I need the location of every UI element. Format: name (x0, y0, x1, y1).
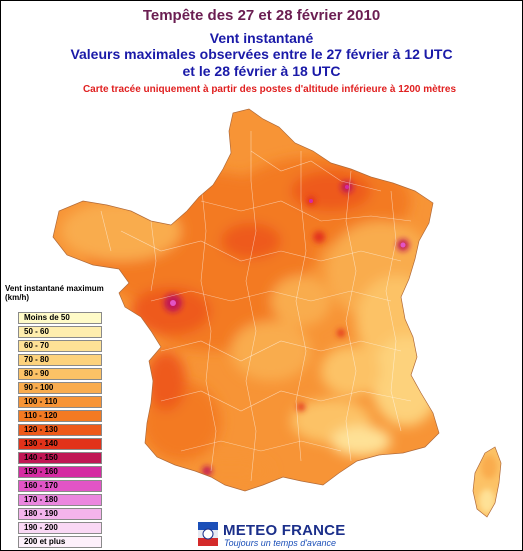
legend-label: 160 - 170 (24, 481, 58, 490)
legend-label: 70 - 80 (24, 355, 49, 364)
legend-title: Vent instantané maximum (km/h) (5, 284, 104, 302)
legend-swatch (18, 354, 102, 366)
legend-label: 180 - 190 (24, 509, 58, 518)
legend-swatch (18, 396, 102, 408)
map-subtitle-period-end: et le 28 février à 18 UTC (182, 63, 341, 79)
legend-label: 190 - 200 (24, 523, 58, 532)
legend-label: 150 - 160 (24, 467, 58, 476)
legend-label: 100 - 110 (24, 397, 58, 406)
legend-label: 170 - 180 (24, 495, 58, 504)
map-subtitle-variable: Vent instantané (209, 30, 314, 46)
legend-swatch (18, 466, 102, 478)
legend-swatch (18, 452, 102, 464)
meteo-france-logo-icon (197, 521, 219, 547)
corsica (473, 447, 501, 517)
meteo-france-logo: METEO FRANCE Toujours un temps d'avance (197, 521, 372, 548)
legend-label: 50 - 60 (24, 327, 49, 336)
logo-name: METEO FRANCE (223, 522, 346, 539)
legend-swatch (18, 522, 102, 534)
legend-swatch (18, 480, 102, 492)
map-title: Tempête des 27 et 28 février 2010 (142, 7, 381, 24)
legend-label: 110 - 120 (24, 411, 58, 420)
legend-label: 140 - 150 (24, 453, 58, 462)
legend-swatch (18, 340, 102, 352)
legend-swatch (18, 438, 102, 450)
legend-swatch (18, 382, 102, 394)
legend-swatch (18, 424, 102, 436)
legend-swatch (18, 312, 102, 324)
legend-swatch (18, 494, 102, 506)
logo-tagline: Toujours un temps d'avance (224, 538, 336, 548)
legend-label: 90 - 100 (24, 383, 54, 392)
legend-label: 80 - 90 (24, 369, 49, 378)
map-subtitle-period-start: Valeurs maximales observées entre le 27 … (70, 46, 453, 62)
legend-swatch (18, 536, 102, 548)
legend-swatch (18, 410, 102, 422)
legend-label: 120 - 130 (24, 425, 58, 434)
legend-swatch (18, 368, 102, 380)
legend-label: 130 - 140 (24, 439, 58, 448)
legend-swatch (18, 326, 102, 338)
map-note: Carte tracée uniquement à partir des pos… (82, 84, 457, 95)
france-outline (52, 108, 440, 492)
legend-label: 60 - 70 (24, 341, 49, 350)
legend-label: Moins de 50 (24, 313, 70, 322)
legend-label: 200 et plus (24, 537, 66, 546)
legend-swatch (18, 508, 102, 520)
